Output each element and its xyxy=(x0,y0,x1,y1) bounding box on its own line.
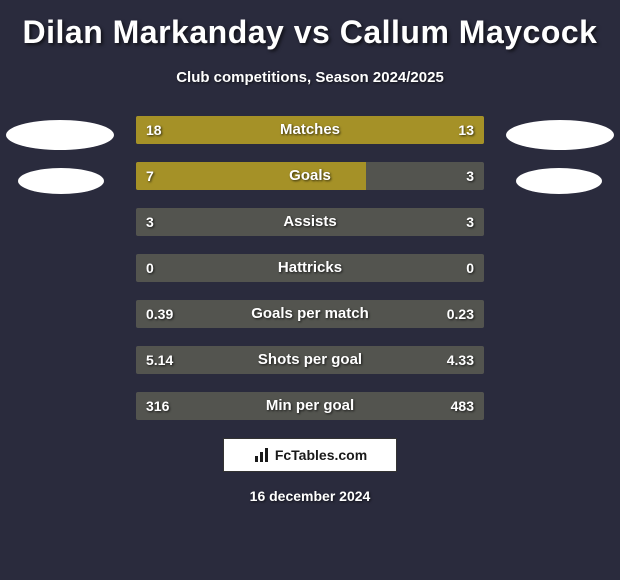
stat-label: Min per goal xyxy=(136,392,484,420)
stat-row: 00Hattricks xyxy=(136,254,484,282)
date-label: 16 december 2024 xyxy=(0,488,620,504)
page-title: Dilan Markanday vs Callum Maycock xyxy=(0,0,620,51)
avatar-left xyxy=(6,120,114,194)
stat-row: 1813Matches xyxy=(136,116,484,144)
stat-row: 316483Min per goal xyxy=(136,392,484,420)
avatar-right xyxy=(506,120,614,194)
stat-row: 73Goals xyxy=(136,162,484,190)
avatar-ellipse xyxy=(506,120,614,150)
chart-icon xyxy=(253,446,271,464)
stat-row: 5.144.33Shots per goal xyxy=(136,346,484,374)
stats-comparison: 1813Matches 73Goals 33Assists 00Hattricks 0.… xyxy=(136,116,484,420)
avatar-ellipse xyxy=(6,120,114,150)
subtitle: Club competitions, Season 2024/2025 xyxy=(0,69,620,86)
avatar-ellipse xyxy=(516,168,602,194)
stat-row: 0.390.23Goals per match xyxy=(136,300,484,328)
fctables-logo: FcTables.com xyxy=(223,438,397,472)
stat-label: Assists xyxy=(136,208,484,236)
stat-label: Goals xyxy=(136,162,484,190)
avatar-ellipse xyxy=(18,168,104,194)
stat-label: Goals per match xyxy=(136,300,484,328)
logo-text: FcTables.com xyxy=(275,447,367,463)
stat-row: 33Assists xyxy=(136,208,484,236)
stat-label: Hattricks xyxy=(136,254,484,282)
stat-label: Matches xyxy=(136,116,484,144)
stat-label: Shots per goal xyxy=(136,346,484,374)
